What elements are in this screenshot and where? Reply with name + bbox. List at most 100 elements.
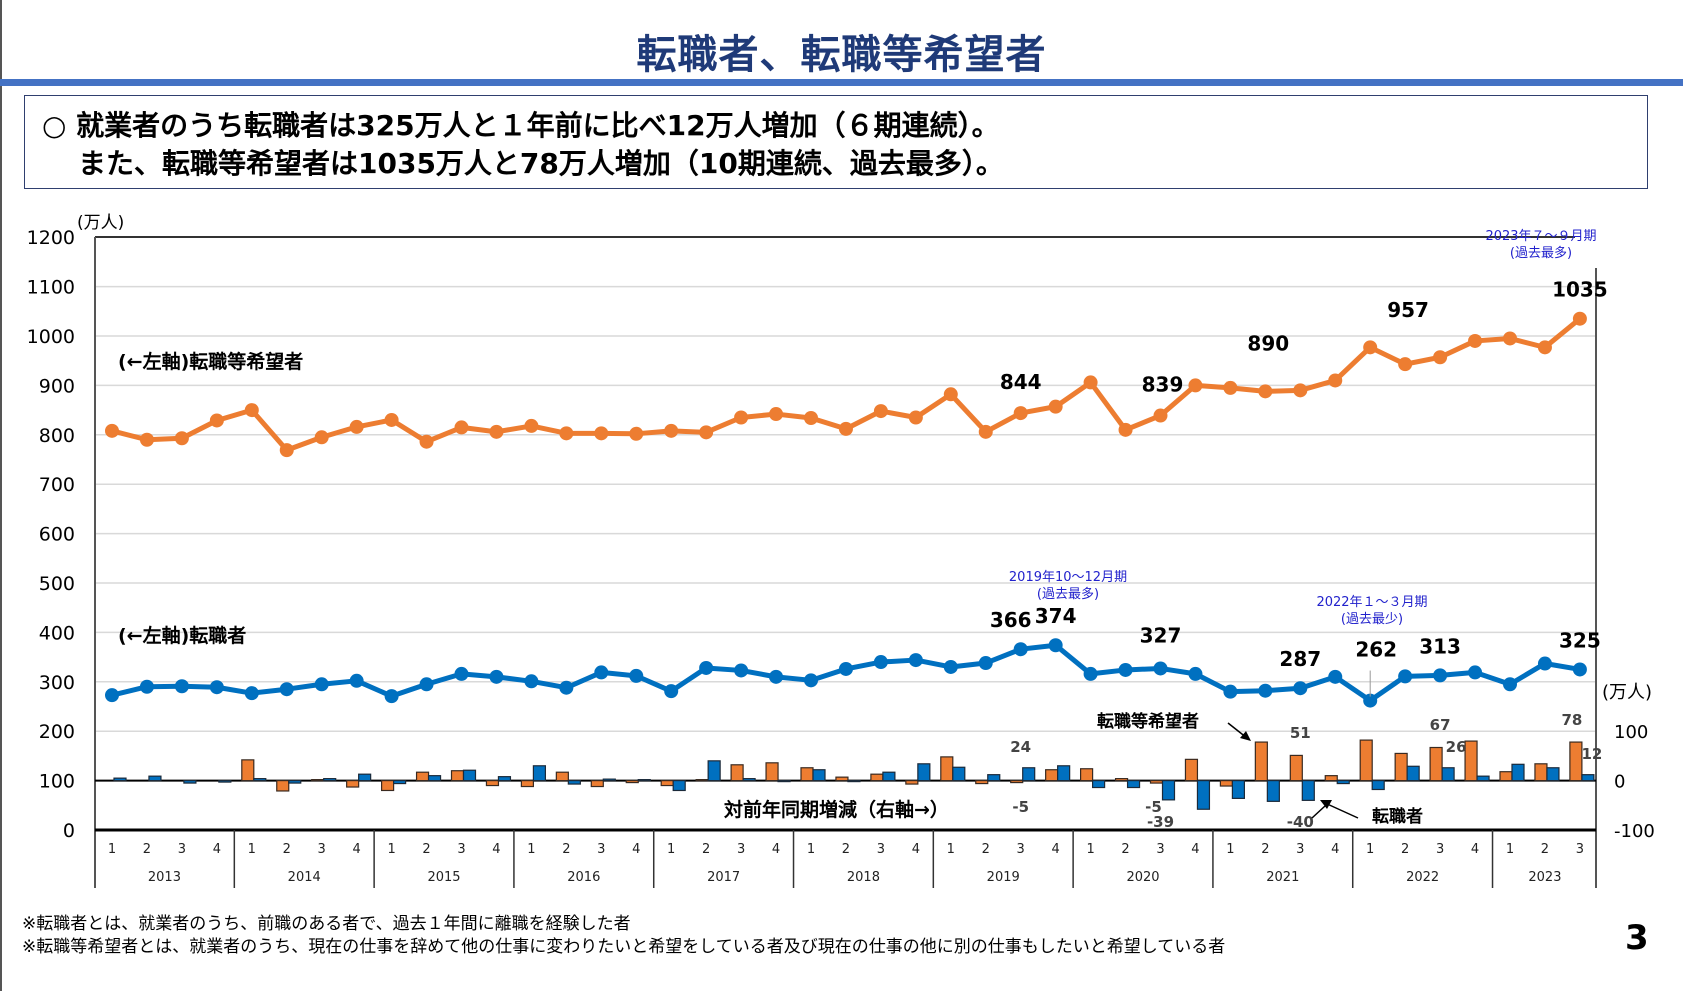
left-axis-tick-label: 1200 xyxy=(27,227,75,249)
arrow-line-changers-2 xyxy=(1324,802,1359,819)
x-tick-quarter: 4 xyxy=(912,842,920,857)
point-hope xyxy=(908,410,923,425)
x-tick-year: 2017 xyxy=(707,870,740,885)
point-hope xyxy=(105,423,119,438)
x-tick-quarter: 2 xyxy=(422,842,430,857)
left-axis-tick-label: 600 xyxy=(39,524,75,546)
bar-hope-change xyxy=(870,773,884,782)
data-label-changers: 287 xyxy=(1279,647,1321,671)
left-axis-unit-label: (万人) xyxy=(77,213,124,233)
x-tick-year: 2013 xyxy=(148,870,181,885)
bar-hope-change xyxy=(1289,754,1303,782)
point-hope xyxy=(1013,406,1028,421)
x-tick-quarter: 3 xyxy=(1017,842,1025,857)
point-changers xyxy=(209,680,224,695)
bar-changers-change xyxy=(602,778,616,782)
arrow-line-changers xyxy=(1311,805,1326,819)
point-changers xyxy=(1083,666,1098,681)
point-changers xyxy=(594,665,609,680)
point-hope xyxy=(419,434,434,449)
x-tick-quarter: 4 xyxy=(632,842,640,857)
bar-changers-change xyxy=(1126,779,1141,789)
bar-hope-change xyxy=(415,771,430,782)
left-axis-tick-label: 700 xyxy=(39,474,75,496)
point-changers xyxy=(1398,669,1413,684)
x-tick-quarter: 1 xyxy=(667,842,675,857)
bar-hope-change xyxy=(590,779,604,788)
bar-hope-change xyxy=(1394,752,1408,782)
point-changers xyxy=(873,655,888,670)
bar-changers-change xyxy=(1091,779,1106,789)
bar-changers-change xyxy=(1266,779,1280,802)
bar-changers-change xyxy=(952,766,966,782)
bar-changers-change xyxy=(1581,774,1595,782)
bar-changers-change xyxy=(672,779,686,792)
x-tick-year: 2016 xyxy=(567,870,600,885)
bar-changers-change xyxy=(427,775,442,782)
x-tick-quarter: 1 xyxy=(1226,842,1234,857)
x-tick-quarter: 3 xyxy=(1576,842,1584,857)
x-tick-quarter: 3 xyxy=(318,842,326,857)
point-hope xyxy=(1118,422,1133,437)
x-tick-quarter: 2 xyxy=(1121,842,1129,857)
x-tick-year: 2018 xyxy=(847,870,880,885)
arrow-head-hope xyxy=(1240,731,1251,741)
bar-label: 26 xyxy=(1446,738,1467,756)
point-hope xyxy=(1433,350,1448,365)
bar-changers-change xyxy=(1161,779,1176,801)
bar-changers-change xyxy=(1336,779,1350,785)
bar-hope-change xyxy=(520,779,535,788)
x-tick-quarter: 2 xyxy=(842,842,850,857)
x-tick-quarter: 3 xyxy=(1436,842,1444,857)
data-label-hope: 1035 xyxy=(1552,278,1608,302)
left-axis-tick-label: 300 xyxy=(39,672,75,694)
point-hope xyxy=(769,407,784,422)
bar-changers-change xyxy=(1022,767,1036,782)
footnote-1: ※転職者とは、就業者のうち、前職のある者で、過去１年間に離職を経験した者 xyxy=(22,914,631,934)
left-axis-tick-label: 400 xyxy=(39,622,75,644)
bar-hope-change xyxy=(346,779,360,788)
right-axis-tick-label: -100 xyxy=(1614,821,1655,842)
x-tick-quarter: 2 xyxy=(702,842,710,857)
bar-changers-change xyxy=(882,771,896,782)
bar-hope-change xyxy=(695,779,709,782)
bar-label: -40 xyxy=(1287,813,1314,831)
x-tick-quarter: 1 xyxy=(527,842,535,857)
x-tick-quarter: 1 xyxy=(108,842,116,857)
point-hope xyxy=(1188,378,1203,393)
bar-changers-change xyxy=(1057,765,1071,782)
bar-changers-change xyxy=(1301,779,1315,801)
point-changers xyxy=(1013,642,1028,657)
bar-hope-change xyxy=(1010,779,1024,784)
bar-hope-change xyxy=(555,771,569,782)
data-label-hope: 890 xyxy=(1247,331,1289,355)
point-changers xyxy=(629,668,644,683)
point-hope xyxy=(1398,357,1413,372)
bar-changers-change xyxy=(987,774,1001,782)
point-hope xyxy=(594,426,609,441)
bar-changers-change xyxy=(497,776,512,782)
point-changers xyxy=(349,673,364,688)
bar-changers-change xyxy=(707,760,721,782)
bar-changers-change xyxy=(1196,779,1211,810)
point-changers xyxy=(1188,666,1203,681)
point-hope xyxy=(804,411,818,426)
point-hope xyxy=(349,419,364,434)
data-label-changers: 374 xyxy=(1035,604,1077,628)
bar-hope-change xyxy=(311,779,325,782)
data-label-changers: 366 xyxy=(990,608,1032,632)
bar-changers-change xyxy=(1371,779,1385,791)
point-changers xyxy=(454,666,469,681)
point-hope xyxy=(1293,383,1308,398)
point-changers xyxy=(244,686,259,701)
x-tick-quarter: 4 xyxy=(772,842,780,857)
x-tick-quarter: 1 xyxy=(947,842,955,857)
annotation-low-changers: 2022年１～３月期 xyxy=(1316,595,1427,610)
bar-hope-change xyxy=(1464,740,1478,782)
data-label-changers: 313 xyxy=(1419,634,1461,658)
arrow-head-changers xyxy=(1320,800,1332,809)
point-changers xyxy=(943,659,958,674)
x-tick-quarter: 4 xyxy=(492,842,500,857)
x-tick-quarter: 4 xyxy=(213,842,221,857)
bar-hope-change xyxy=(1359,739,1373,782)
